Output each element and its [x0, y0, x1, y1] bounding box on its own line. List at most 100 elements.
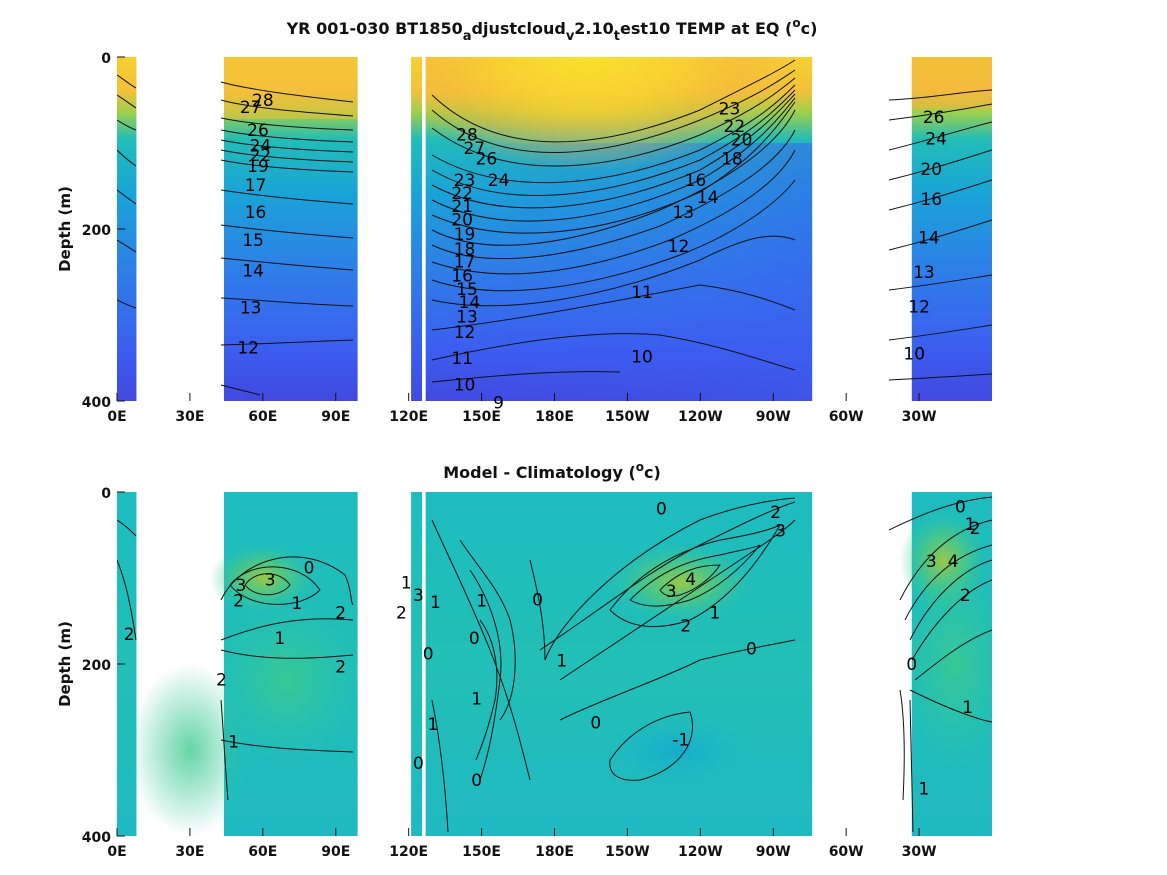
contour-label: 22: [451, 184, 473, 204]
contour-label: 12: [454, 323, 476, 343]
contour-label: 2: [335, 603, 346, 623]
x-tick-label: 60E: [248, 844, 277, 860]
contour-label: 28: [252, 91, 274, 111]
contour-label: 13: [672, 203, 694, 223]
contour-label: 16: [451, 266, 473, 286]
anomaly-shading: [607, 543, 754, 621]
contour-label: 14: [459, 293, 481, 313]
contour-label: 11: [631, 283, 653, 303]
contour-label: 24: [925, 130, 947, 150]
bottom-y-axis-label: Depth (m): [56, 621, 74, 707]
y-tick-label: 200: [82, 223, 111, 239]
contour-label: 16: [685, 171, 707, 191]
contour-label: 20: [451, 211, 473, 231]
contour-label: 3: [926, 552, 937, 572]
anomaly-panel: Model - Climatology (oc): [56, 460, 992, 860]
contour-label: 13: [456, 308, 478, 328]
top-panel-title: YR 001-030 BT1850adjustcloudv2.10test10 …: [286, 16, 818, 44]
contour-label: 0: [304, 559, 315, 579]
contour-label: 26: [247, 121, 269, 141]
contour-label: 4: [948, 552, 959, 572]
temperature-contours: [117, 59, 992, 396]
contour-label: 15: [242, 231, 264, 251]
x-tick-label: 120E: [389, 844, 428, 860]
contour-label: 2: [970, 519, 981, 539]
top-y-axis: 0 200 400: [82, 51, 125, 411]
contour-label: 2: [960, 586, 971, 606]
contour-label: 19: [247, 157, 269, 177]
contour-label: 1: [430, 593, 441, 613]
contour-label: 1: [428, 715, 439, 735]
contour-label: 17: [245, 176, 267, 196]
x-tick-label: 150E: [462, 844, 501, 860]
contour-label: 3: [265, 571, 276, 591]
contour-label: 2: [233, 591, 244, 611]
contour-label: 0: [656, 499, 667, 519]
contour-label: 0: [590, 713, 601, 733]
x-tick-label: 60W: [829, 409, 864, 425]
contour-label: 22: [724, 117, 746, 137]
contour-label: 9: [493, 394, 504, 414]
contour-label: 16: [920, 190, 942, 210]
x-tick-label: 30E: [175, 409, 204, 425]
contour-label: 2: [396, 603, 407, 623]
contour-label: 10: [454, 376, 476, 396]
contour-label: 1: [291, 594, 302, 614]
contour-label: 1: [401, 573, 412, 593]
x-tick-label: 60W: [829, 844, 864, 860]
contour-label: 23: [719, 100, 741, 120]
contour-label: 1: [962, 698, 973, 718]
x-tick-label: 90E: [321, 409, 350, 425]
contour-label: 18: [721, 149, 743, 169]
x-tick-label: 150W: [605, 844, 650, 860]
contour-label: 1: [274, 629, 285, 649]
contour-label: 1: [471, 689, 482, 709]
temperature-field: [117, 57, 992, 401]
contour-label: 0: [423, 645, 434, 665]
contour-label: 0: [532, 591, 543, 611]
top-y-axis-label: Depth (m): [56, 186, 74, 272]
anomaly-contours: [117, 496, 992, 833]
ocean-segment: [911, 57, 992, 401]
contour-label: 0: [471, 771, 482, 791]
x-tick-label: 120W: [678, 409, 723, 425]
contour-label: 22: [250, 146, 272, 166]
contour-label: 2: [335, 658, 346, 678]
anomaly-shading: [906, 560, 992, 768]
x-tick-label: 90W: [756, 409, 791, 425]
contour-label: 20: [731, 131, 753, 151]
x-tick-label: 120E: [389, 409, 428, 425]
contour-label: 0: [906, 655, 917, 675]
contour-label: 12: [237, 339, 259, 359]
temperature-contour-labels: 2827262422191716151413122827262423222120…: [237, 91, 946, 414]
y-tick-label: 0: [101, 51, 111, 67]
contour-label: 14: [697, 188, 719, 208]
temperature-panel: YR 001-030 BT1850adjustcloudv2.10test10 …: [56, 16, 992, 425]
contour-label: 14: [242, 261, 264, 281]
contour-label: 24: [488, 171, 510, 191]
contour-label: 1: [965, 515, 976, 535]
y-tick-label: 0: [101, 486, 111, 502]
contour-label: 18: [454, 240, 476, 260]
contour-label: 19: [454, 225, 476, 245]
contour-label: 1: [228, 732, 239, 752]
contour-label: 10: [631, 347, 653, 367]
contour-label: 20: [920, 160, 942, 180]
anomaly-shading: [219, 603, 356, 759]
contour-label: 3: [666, 582, 677, 602]
contour-label: 27: [463, 139, 485, 159]
x-tick-label: 90E: [321, 844, 350, 860]
contour-label: 3: [775, 522, 786, 542]
y-tick-label: 400: [82, 830, 111, 846]
contour-label: 2: [770, 503, 781, 523]
x-tick-label: 180E: [535, 844, 574, 860]
contour-label: 21: [451, 197, 473, 217]
bottom-panel-title: Model - Climatology (oc): [443, 460, 661, 482]
contour-label: 12: [668, 237, 690, 257]
x-tick-label: 120W: [678, 844, 723, 860]
ocean-segment: [411, 492, 423, 836]
contour-label: 10: [903, 345, 925, 365]
atlantic-surface-shading: [911, 57, 992, 109]
anomaly-field: [117, 492, 992, 836]
